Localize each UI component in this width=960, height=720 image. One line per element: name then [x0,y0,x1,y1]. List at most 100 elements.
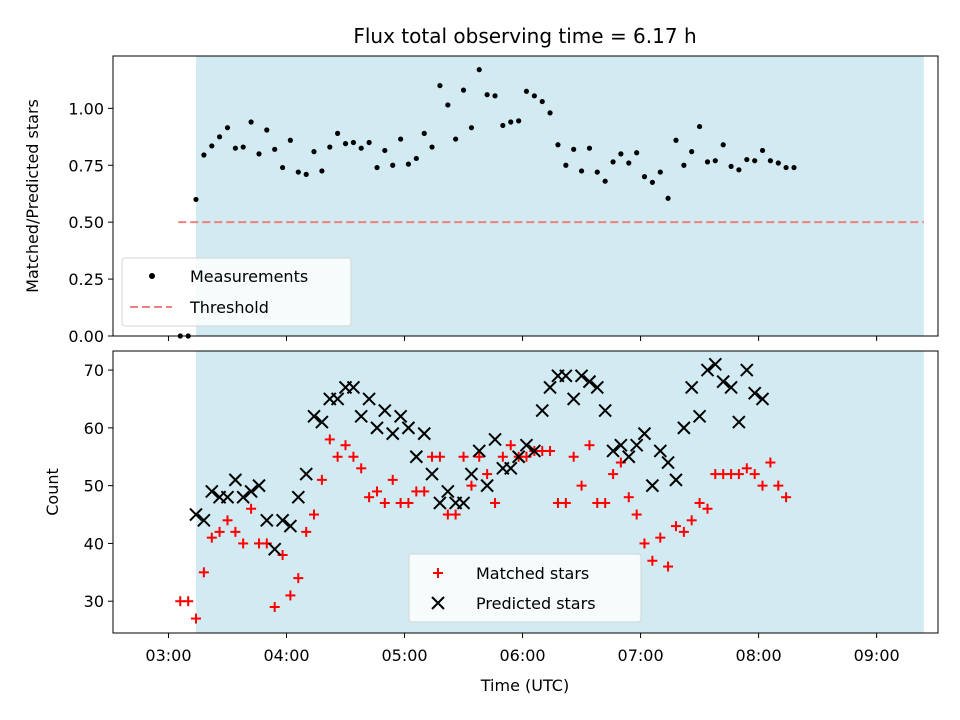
measurement-point [673,137,679,143]
measurement-point [586,145,593,151]
predicted-star-point [755,392,770,406]
predicted-star-point [598,403,612,418]
measurement-point [539,98,545,105]
measurement-point [736,167,742,173]
measurement-point [240,144,246,150]
measurement-point [382,147,388,154]
measurement-point [775,160,781,166]
matched-star-point [372,486,383,497]
measurement-point [791,164,797,171]
bottom-y-tick-label: 30 [84,592,104,611]
matched-star-point [702,503,713,514]
matched-star-point [214,526,225,537]
matched-star-point [757,480,768,491]
measurement-point [429,144,435,150]
legend-matched-marker [433,568,443,578]
matched-star-point [733,469,744,480]
measurement-point [445,102,451,108]
measurement-point [594,169,600,175]
bottom-x-ticks: 03:00 04:00 05:00 06:00 07:00 08:00 09:00 [145,633,900,665]
predicted-star-point [386,426,400,441]
matched-star-point [434,451,445,462]
matched-star-point [466,480,477,491]
bottom-x-tick-label: 07:00 [618,646,664,665]
measurement-point [327,144,333,150]
predicted-star-point [433,496,447,510]
top-y-tick-label: 0.75 [68,156,104,175]
matched-star-point [568,451,579,462]
predicted-star-point [747,386,762,400]
predicted-star-point [629,438,644,452]
matched-star-point [576,480,587,491]
matched-star-point [340,440,351,451]
measurement-point [366,139,372,146]
bottom-y-tick-label: 50 [84,477,104,496]
predicted-star-point [315,415,329,429]
matched-star-point [458,451,469,462]
matched-star-point [584,440,595,451]
predicted-star-point [614,438,628,452]
measurement-point [563,162,569,168]
matched-star-point [316,474,327,485]
measurement-point [350,139,357,146]
top-measurement-points [177,67,797,339]
predicted-star-point [378,403,392,418]
measurement-point [484,92,490,98]
bottom-x-tick-label: 09:00 [854,646,900,665]
matched-star-point [623,492,634,503]
predicted-star-point [637,426,652,441]
top-y-tick-label: 1.00 [68,99,104,118]
measurement-point [657,169,663,175]
measurement-point [216,134,223,140]
measurement-point [421,130,427,136]
legend-matched-label: Matched stars [476,564,589,583]
predicted-star-point [425,467,439,481]
matched-stars-points [175,434,792,624]
matched-star-point [364,492,375,503]
top-legend: Measurements Threshold [121,257,352,327]
predicted-star-point [566,392,581,406]
predicted-star-point [645,478,660,493]
legend-predicted-marker [431,596,445,610]
measurement-point [531,93,537,99]
matched-star-point [238,538,249,549]
matched-star-point [749,469,760,480]
measurement-point [508,119,514,125]
matched-star-point [741,463,752,474]
measurement-point [759,147,766,154]
measurement-point [571,146,577,152]
matched-star-point [639,538,650,549]
matched-star-point [222,515,233,526]
matched-star-point [183,596,194,607]
predicted-star-point [684,380,699,395]
top-y-ticks: 0.00 0.25 0.50 0.75 1.00 [68,99,113,346]
measurement-point [437,82,443,89]
measurement-point [649,179,655,185]
predicted-star-point [346,380,361,395]
measurement-point [689,149,695,155]
matched-star-point [631,509,642,520]
matched-star-point [655,532,666,543]
matched-star-point [663,561,674,572]
matched-star-point [206,532,217,543]
predicted-star-point [205,484,219,499]
measurement-point [319,168,325,174]
predicted-star-point [692,409,707,424]
bottom-y-ticks: 30 40 50 60 70 [84,361,113,611]
measurement-point [264,127,270,133]
predicted-star-point [236,490,250,504]
matched-star-point [379,497,390,508]
predicted-star-point [724,380,738,395]
predicted-star-point [519,438,534,452]
top-y-tick-label: 0.50 [68,213,104,232]
bottom-y-tick-label: 70 [84,361,104,380]
bottom-x-tick-label: 04:00 [263,646,309,665]
measurement-point [468,125,475,131]
bottom-y-tick-label: 60 [84,419,104,438]
predicted-star-point [543,380,557,395]
measurement-point [232,145,238,151]
predicted-star-point [590,380,604,395]
top-x-ticks [167,336,878,341]
predicted-star-point [708,357,722,371]
